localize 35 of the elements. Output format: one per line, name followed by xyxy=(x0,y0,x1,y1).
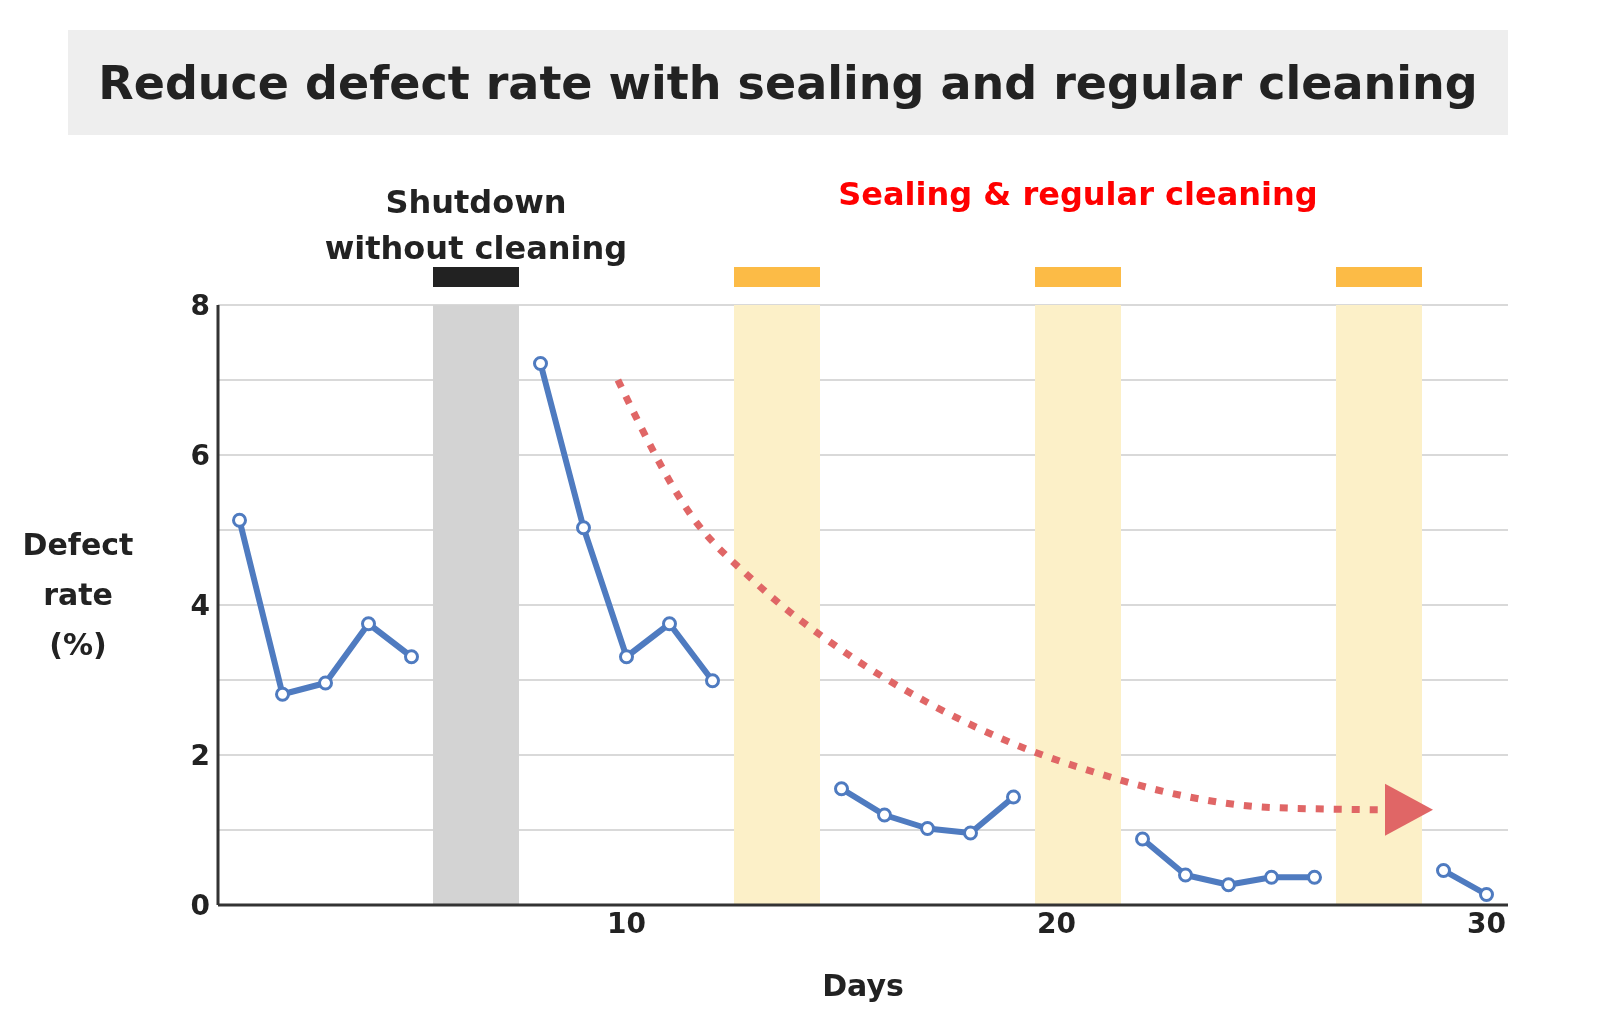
point xyxy=(920,821,935,836)
point xyxy=(705,673,720,689)
point xyxy=(576,520,591,536)
point xyxy=(1178,867,1193,883)
y-tick-label: 0 xyxy=(190,888,210,922)
point xyxy=(318,675,333,691)
y-tick-label: 4 xyxy=(190,588,210,622)
point xyxy=(1307,869,1322,885)
x-tick-label: 30 xyxy=(1467,906,1506,940)
x-axis-title: Days xyxy=(822,968,904,1004)
point xyxy=(662,616,677,632)
point xyxy=(834,781,849,797)
x-tick-label: 20 xyxy=(1037,906,1076,940)
point xyxy=(1221,877,1236,893)
point xyxy=(404,649,419,665)
point xyxy=(1479,887,1494,902)
point xyxy=(1006,789,1021,805)
y-tick-label: 2 xyxy=(190,738,210,772)
point xyxy=(877,807,892,823)
point xyxy=(1264,869,1279,885)
point xyxy=(619,649,634,665)
point xyxy=(361,616,376,632)
point xyxy=(1436,863,1451,878)
x-tick-label: 10 xyxy=(607,906,646,940)
point xyxy=(232,512,247,528)
point xyxy=(275,686,290,702)
point xyxy=(1135,831,1150,847)
y-tick-label: 6 xyxy=(190,438,210,472)
text: Sealing & regular cleaning xyxy=(838,175,1318,213)
chart-title: Reduce defect rate with sealing and regular cleaning xyxy=(68,30,1508,135)
y-tick-label: 8 xyxy=(190,288,210,322)
point xyxy=(533,356,548,371)
point xyxy=(963,825,978,841)
y-axis-title: Defect rate (%) xyxy=(22,527,134,662)
band-label: Shutdown without cleaning xyxy=(324,183,628,267)
